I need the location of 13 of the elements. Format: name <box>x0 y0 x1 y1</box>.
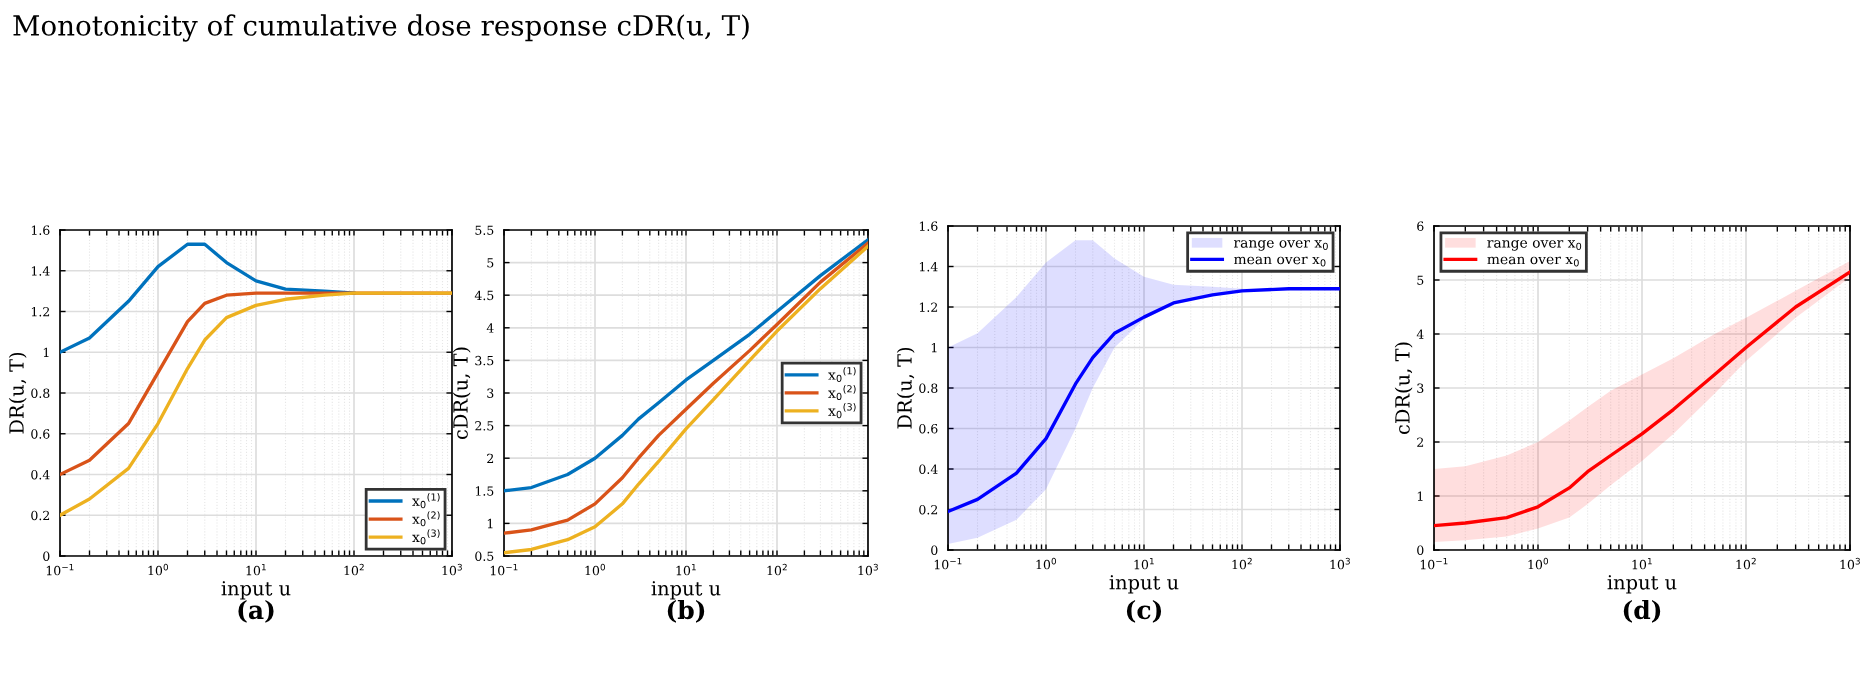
chart-title: Monotonicity of cumulative dose response cDR(u, T) <box>13 14 749 42</box>
text: (b) <box>667 599 705 623</box>
y-axis-title: cDR(u, T) <box>452 347 471 440</box>
text: (c) <box>1126 599 1162 623</box>
x-axis-title: input u <box>1607 575 1677 594</box>
x-axis-title: input u <box>651 581 721 600</box>
x-axis-title: input u <box>221 581 291 600</box>
y-axis-title: DR(u, T) <box>8 352 27 434</box>
x-axis-title: input u <box>1109 575 1179 594</box>
y-axis-title: cDR(u, T) <box>1394 342 1413 435</box>
text: (a) <box>238 599 274 623</box>
text: (d) <box>1623 599 1661 623</box>
y-axis-title: DR(u, T) <box>896 347 915 429</box>
